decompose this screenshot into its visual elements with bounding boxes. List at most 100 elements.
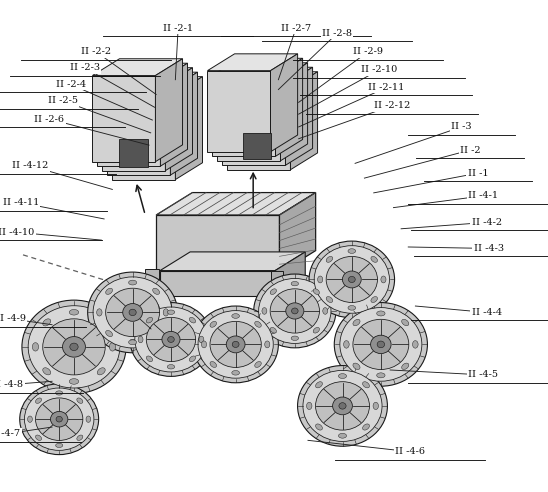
Polygon shape — [160, 271, 275, 296]
Text: II -2-7: II -2-7 — [281, 24, 311, 33]
Circle shape — [254, 274, 336, 348]
Bar — [271, 271, 283, 290]
Ellipse shape — [167, 310, 175, 314]
Ellipse shape — [381, 276, 386, 283]
Ellipse shape — [339, 433, 346, 438]
Circle shape — [334, 303, 427, 386]
Circle shape — [286, 303, 304, 319]
Polygon shape — [156, 192, 316, 215]
Ellipse shape — [348, 306, 356, 310]
Polygon shape — [112, 77, 203, 93]
Text: II -1: II -1 — [467, 169, 488, 178]
Polygon shape — [281, 63, 307, 161]
Ellipse shape — [129, 340, 136, 345]
Polygon shape — [208, 71, 271, 152]
Text: II -2-4: II -2-4 — [56, 80, 86, 89]
Ellipse shape — [255, 321, 261, 327]
Circle shape — [25, 388, 94, 450]
Ellipse shape — [129, 280, 136, 285]
Polygon shape — [227, 89, 290, 170]
Circle shape — [298, 366, 387, 446]
Polygon shape — [98, 80, 161, 166]
Text: II -4-6: II -4-6 — [395, 447, 425, 456]
Circle shape — [106, 288, 159, 337]
Ellipse shape — [106, 331, 112, 337]
Ellipse shape — [376, 311, 385, 316]
Circle shape — [340, 308, 422, 381]
Ellipse shape — [27, 416, 32, 422]
Circle shape — [168, 337, 174, 342]
Polygon shape — [156, 215, 279, 273]
Circle shape — [349, 277, 355, 282]
Ellipse shape — [371, 256, 378, 262]
Ellipse shape — [318, 276, 323, 283]
Ellipse shape — [313, 289, 319, 294]
Ellipse shape — [376, 373, 385, 378]
Ellipse shape — [232, 314, 239, 318]
Ellipse shape — [110, 342, 116, 351]
Ellipse shape — [163, 309, 169, 316]
Ellipse shape — [190, 317, 196, 323]
Circle shape — [326, 256, 378, 303]
Ellipse shape — [69, 379, 79, 384]
Ellipse shape — [56, 443, 62, 448]
Circle shape — [28, 306, 120, 388]
Ellipse shape — [43, 368, 51, 375]
Polygon shape — [208, 54, 298, 71]
Circle shape — [370, 335, 391, 354]
Text: II -4-12: II -4-12 — [12, 161, 48, 170]
Circle shape — [130, 303, 212, 376]
Polygon shape — [93, 76, 156, 162]
Polygon shape — [218, 63, 307, 80]
Text: II -2-2: II -2-2 — [81, 47, 111, 56]
Ellipse shape — [363, 424, 369, 430]
Ellipse shape — [146, 317, 152, 323]
Polygon shape — [222, 67, 312, 84]
Text: II -2-1: II -2-1 — [163, 24, 193, 33]
Polygon shape — [165, 68, 192, 171]
Ellipse shape — [232, 370, 239, 375]
Bar — [119, 139, 148, 167]
Ellipse shape — [36, 398, 42, 403]
Text: II -2-11: II -2-11 — [368, 83, 404, 92]
Polygon shape — [286, 67, 312, 165]
Polygon shape — [161, 63, 187, 166]
Polygon shape — [93, 59, 182, 76]
Ellipse shape — [402, 319, 409, 326]
Text: II -4-9: II -4-9 — [0, 314, 26, 323]
Circle shape — [232, 341, 239, 347]
Text: II -2-12: II -2-12 — [374, 101, 410, 110]
Circle shape — [314, 246, 390, 313]
Polygon shape — [276, 58, 302, 156]
Polygon shape — [218, 80, 281, 161]
Ellipse shape — [255, 362, 261, 368]
Text: II -2-10: II -2-10 — [361, 65, 397, 74]
Polygon shape — [222, 84, 286, 165]
Ellipse shape — [210, 362, 216, 368]
Circle shape — [259, 278, 331, 343]
Circle shape — [43, 319, 105, 375]
Text: II -2-6: II -2-6 — [35, 115, 64, 123]
Ellipse shape — [86, 416, 91, 422]
Polygon shape — [290, 72, 318, 170]
Circle shape — [146, 317, 196, 362]
Text: II -4-4: II -4-4 — [472, 308, 501, 317]
Ellipse shape — [291, 281, 299, 286]
Ellipse shape — [153, 288, 159, 294]
Polygon shape — [102, 68, 192, 85]
Circle shape — [309, 241, 395, 318]
Ellipse shape — [344, 340, 349, 348]
Circle shape — [226, 336, 245, 353]
Bar — [145, 269, 159, 298]
Ellipse shape — [167, 365, 175, 369]
Ellipse shape — [316, 382, 322, 388]
Circle shape — [377, 341, 385, 348]
Polygon shape — [213, 58, 302, 75]
Circle shape — [123, 304, 142, 321]
Ellipse shape — [353, 363, 360, 369]
Text: II -2-3: II -2-3 — [70, 63, 100, 72]
Polygon shape — [213, 75, 276, 156]
Polygon shape — [279, 192, 316, 273]
Ellipse shape — [270, 289, 276, 294]
Bar — [243, 133, 271, 159]
